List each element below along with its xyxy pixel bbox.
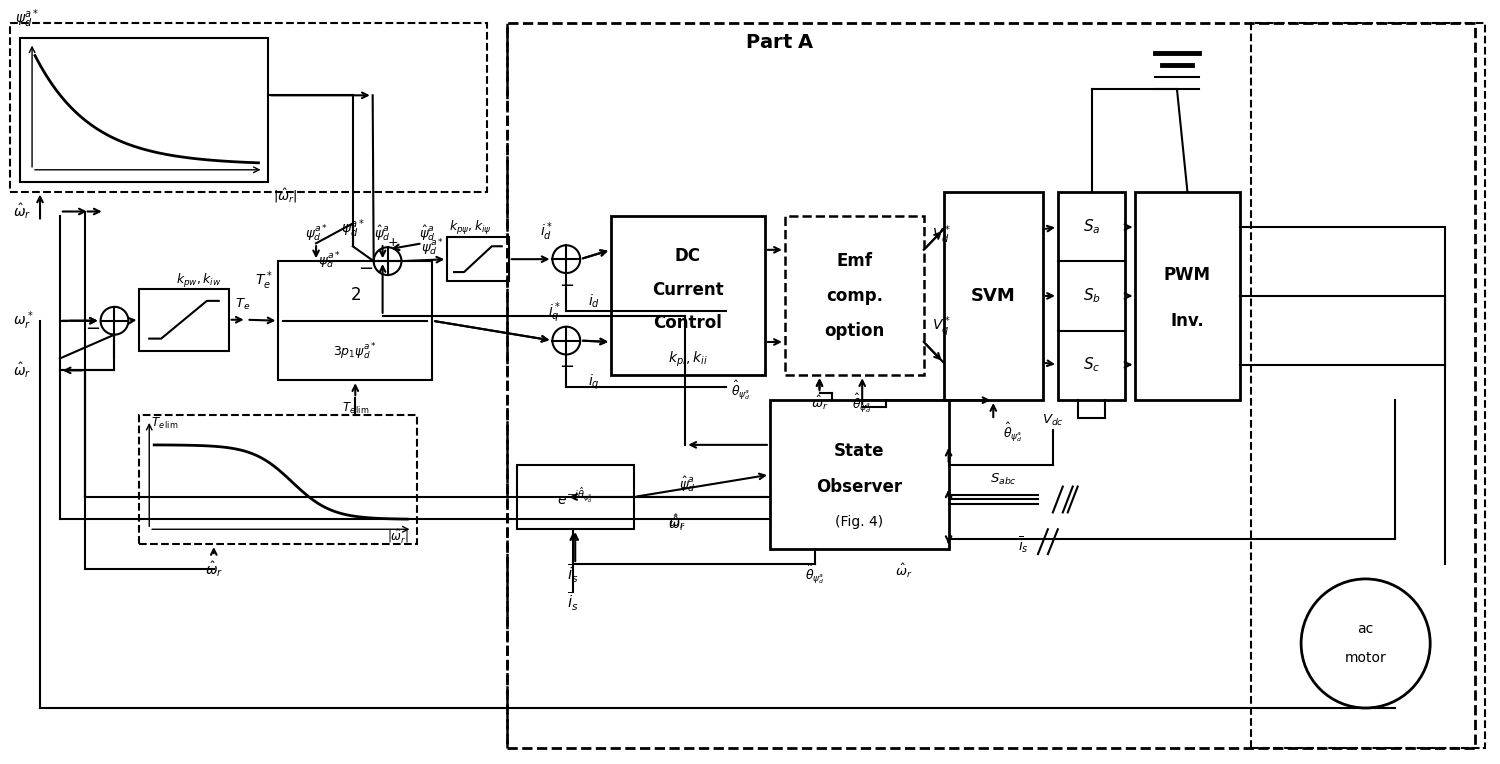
Bar — [507, 23, 1474, 748]
Text: $-$: $-$ — [558, 275, 574, 293]
Text: $\omega_r^*$: $\omega_r^*$ — [13, 309, 34, 332]
Text: State: State — [834, 442, 885, 460]
Text: $3p_1\psi_d^{a*}$: $3p_1\psi_d^{a*}$ — [333, 342, 376, 362]
Text: $+$: $+$ — [387, 236, 398, 249]
Text: option: option — [824, 322, 885, 340]
Bar — [1058, 192, 1125, 400]
Text: $i_d$: $i_d$ — [588, 292, 600, 309]
Text: $\hat{\theta}_{\psi_d^a}$: $\hat{\theta}_{\psi_d^a}$ — [806, 562, 825, 586]
Text: Observer: Observer — [816, 478, 903, 496]
Text: $|\hat{\omega}_r|$: $|\hat{\omega}_r|$ — [273, 186, 298, 205]
Text: $k_{pw},k_{iw}$: $k_{pw},k_{iw}$ — [176, 272, 222, 290]
Text: $\psi_d^{a*}$: $\psi_d^{a*}$ — [340, 217, 364, 240]
Text: $T_{e\,\rm lim}$: $T_{e\,\rm lim}$ — [342, 400, 369, 416]
Bar — [279, 261, 432, 380]
Bar — [10, 23, 488, 192]
Text: $\psi_d^{a*}$: $\psi_d^{a*}$ — [15, 7, 39, 30]
Bar — [610, 216, 765, 375]
Text: SVM: SVM — [970, 287, 1016, 305]
Text: $k_{pi},k_{ii}$: $k_{pi},k_{ii}$ — [668, 350, 708, 369]
Text: $\mathbf{Part\ A}$: $\mathbf{Part\ A}$ — [746, 33, 814, 52]
Bar — [516, 465, 634, 529]
Text: Control: Control — [654, 314, 723, 332]
Text: $\hat{\omega}_r$: $\hat{\omega}_r$ — [668, 515, 686, 533]
Text: Current: Current — [652, 280, 724, 299]
Text: $\hat{\psi}_d^a$: $\hat{\psi}_d^a$ — [420, 224, 436, 243]
Bar — [770, 400, 948, 549]
Text: $\overline{i}_s$: $\overline{i}_s$ — [567, 563, 579, 585]
Text: $\overline{i}_s$: $\overline{i}_s$ — [1017, 534, 1029, 555]
Text: $V_d^*$: $V_d^*$ — [932, 224, 951, 246]
Text: Inv.: Inv. — [1170, 312, 1204, 330]
Text: $-$: $-$ — [558, 357, 574, 374]
Text: $S_b$: $S_b$ — [1083, 286, 1101, 306]
Bar — [20, 37, 268, 182]
Text: motor: motor — [1346, 652, 1386, 665]
Bar — [140, 415, 417, 544]
Bar — [1251, 23, 1485, 748]
Text: $\hat{\theta}_{\psi_d^a}$: $\hat{\theta}_{\psi_d^a}$ — [730, 378, 750, 402]
Text: $\psi_d^{a*}$: $\psi_d^{a*}$ — [420, 238, 444, 258]
Text: $\hat{\omega}_r$: $\hat{\omega}_r$ — [13, 361, 32, 380]
Bar — [447, 238, 509, 281]
Text: $T_{e\,\rm lim}$: $T_{e\,\rm lim}$ — [152, 416, 178, 431]
Text: $\hat{\psi}_d^a$: $\hat{\psi}_d^a$ — [678, 474, 696, 494]
Text: $S_c$: $S_c$ — [1083, 355, 1101, 374]
Text: $k_{p\psi},k_{i\psi}$: $k_{p\psi},k_{i\psi}$ — [448, 219, 492, 238]
Text: ac: ac — [1358, 622, 1374, 636]
Text: $\hat{\theta}_{\psi_d^a}$: $\hat{\theta}_{\psi_d^a}$ — [852, 391, 871, 415]
Text: $\psi_d^{a*}$: $\psi_d^{a*}$ — [318, 251, 340, 271]
Text: $\hat{\psi}_d^a$: $\hat{\psi}_d^a$ — [374, 224, 392, 243]
Text: $\hat{\omega}_r$: $\hat{\omega}_r$ — [13, 202, 32, 222]
Text: $2$: $2$ — [350, 286, 361, 303]
Text: $T_e^*$: $T_e^*$ — [255, 270, 273, 293]
Text: PWM: PWM — [1164, 266, 1210, 284]
Text: $i_q^*$: $i_q^*$ — [548, 300, 561, 325]
Text: $\hat{\omega}_r$: $\hat{\omega}_r$ — [204, 559, 224, 579]
Text: Emf: Emf — [837, 252, 873, 270]
Text: $V_{dc}$: $V_{dc}$ — [1042, 413, 1064, 428]
Text: (Fig. 4): (Fig. 4) — [836, 515, 884, 529]
Text: DC: DC — [675, 248, 700, 265]
Text: $-$: $-$ — [86, 318, 100, 335]
Text: $\overline{i}_s$: $\overline{i}_s$ — [567, 591, 579, 613]
Text: $T_e$: $T_e$ — [234, 297, 250, 312]
Text: $\hat{\omega}_r$: $\hat{\omega}_r$ — [668, 513, 686, 532]
Text: $S_a$: $S_a$ — [1083, 218, 1101, 236]
Text: $\hat{\omega}_r$: $\hat{\omega}_r$ — [896, 562, 912, 580]
Text: $i_q$: $i_q$ — [588, 373, 600, 392]
Text: $\psi_d^{a*}$: $\psi_d^{a*}$ — [304, 223, 327, 244]
Text: $-$: $-$ — [358, 258, 374, 276]
Text: $e^{-j\hat{\theta}_{\psi_d^a}}$: $e^{-j\hat{\theta}_{\psi_d^a}}$ — [558, 486, 592, 508]
Text: comp.: comp. — [827, 287, 884, 305]
Text: $\hat{\theta}_{\psi_d^a}$: $\hat{\theta}_{\psi_d^a}$ — [1004, 420, 1023, 444]
Bar — [140, 289, 228, 351]
Bar — [784, 216, 924, 375]
Bar — [944, 192, 1042, 400]
Text: $|\hat{\omega}_r|$: $|\hat{\omega}_r|$ — [387, 527, 410, 545]
Bar — [1136, 192, 1239, 400]
Text: $V_q^*$: $V_q^*$ — [932, 315, 951, 339]
Text: $\hat{\omega}_r$: $\hat{\omega}_r$ — [812, 394, 828, 413]
Text: $S_{abc}$: $S_{abc}$ — [990, 472, 1017, 487]
Text: $i_d^*$: $i_d^*$ — [540, 220, 554, 243]
